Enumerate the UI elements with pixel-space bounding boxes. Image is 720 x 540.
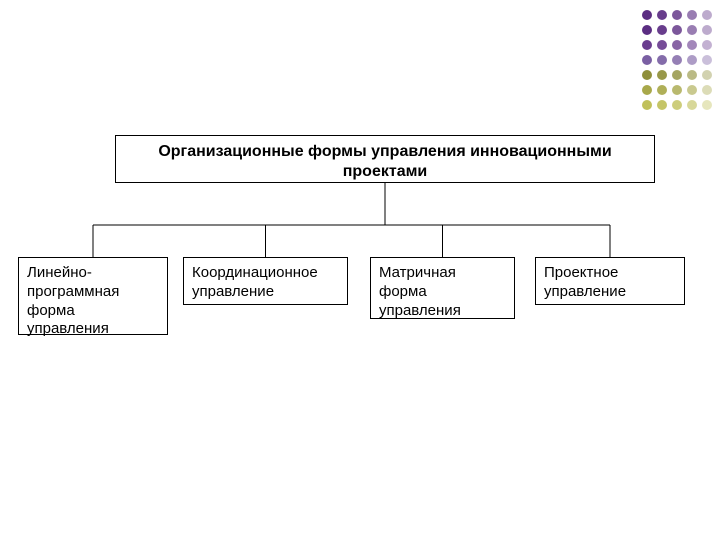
child-node-label: Проектное управление: [544, 264, 626, 300]
child-node-3: Проектное управление: [535, 257, 685, 305]
decorative-dots: [640, 8, 714, 112]
child-node-2: Матричная форма управления: [370, 257, 515, 319]
root-node: Организационные формы управления инновац…: [115, 135, 655, 183]
root-label: Организационные формы управления инновац…: [158, 143, 611, 180]
child-node-1: Координационное управление: [183, 257, 348, 305]
child-node-label: Координационное управление: [192, 264, 318, 300]
child-node-label: Линейно-программная форма управления: [27, 264, 119, 337]
child-node-0: Линейно-программная форма управления: [18, 257, 168, 335]
child-node-label: Матричная форма управления: [379, 264, 461, 319]
